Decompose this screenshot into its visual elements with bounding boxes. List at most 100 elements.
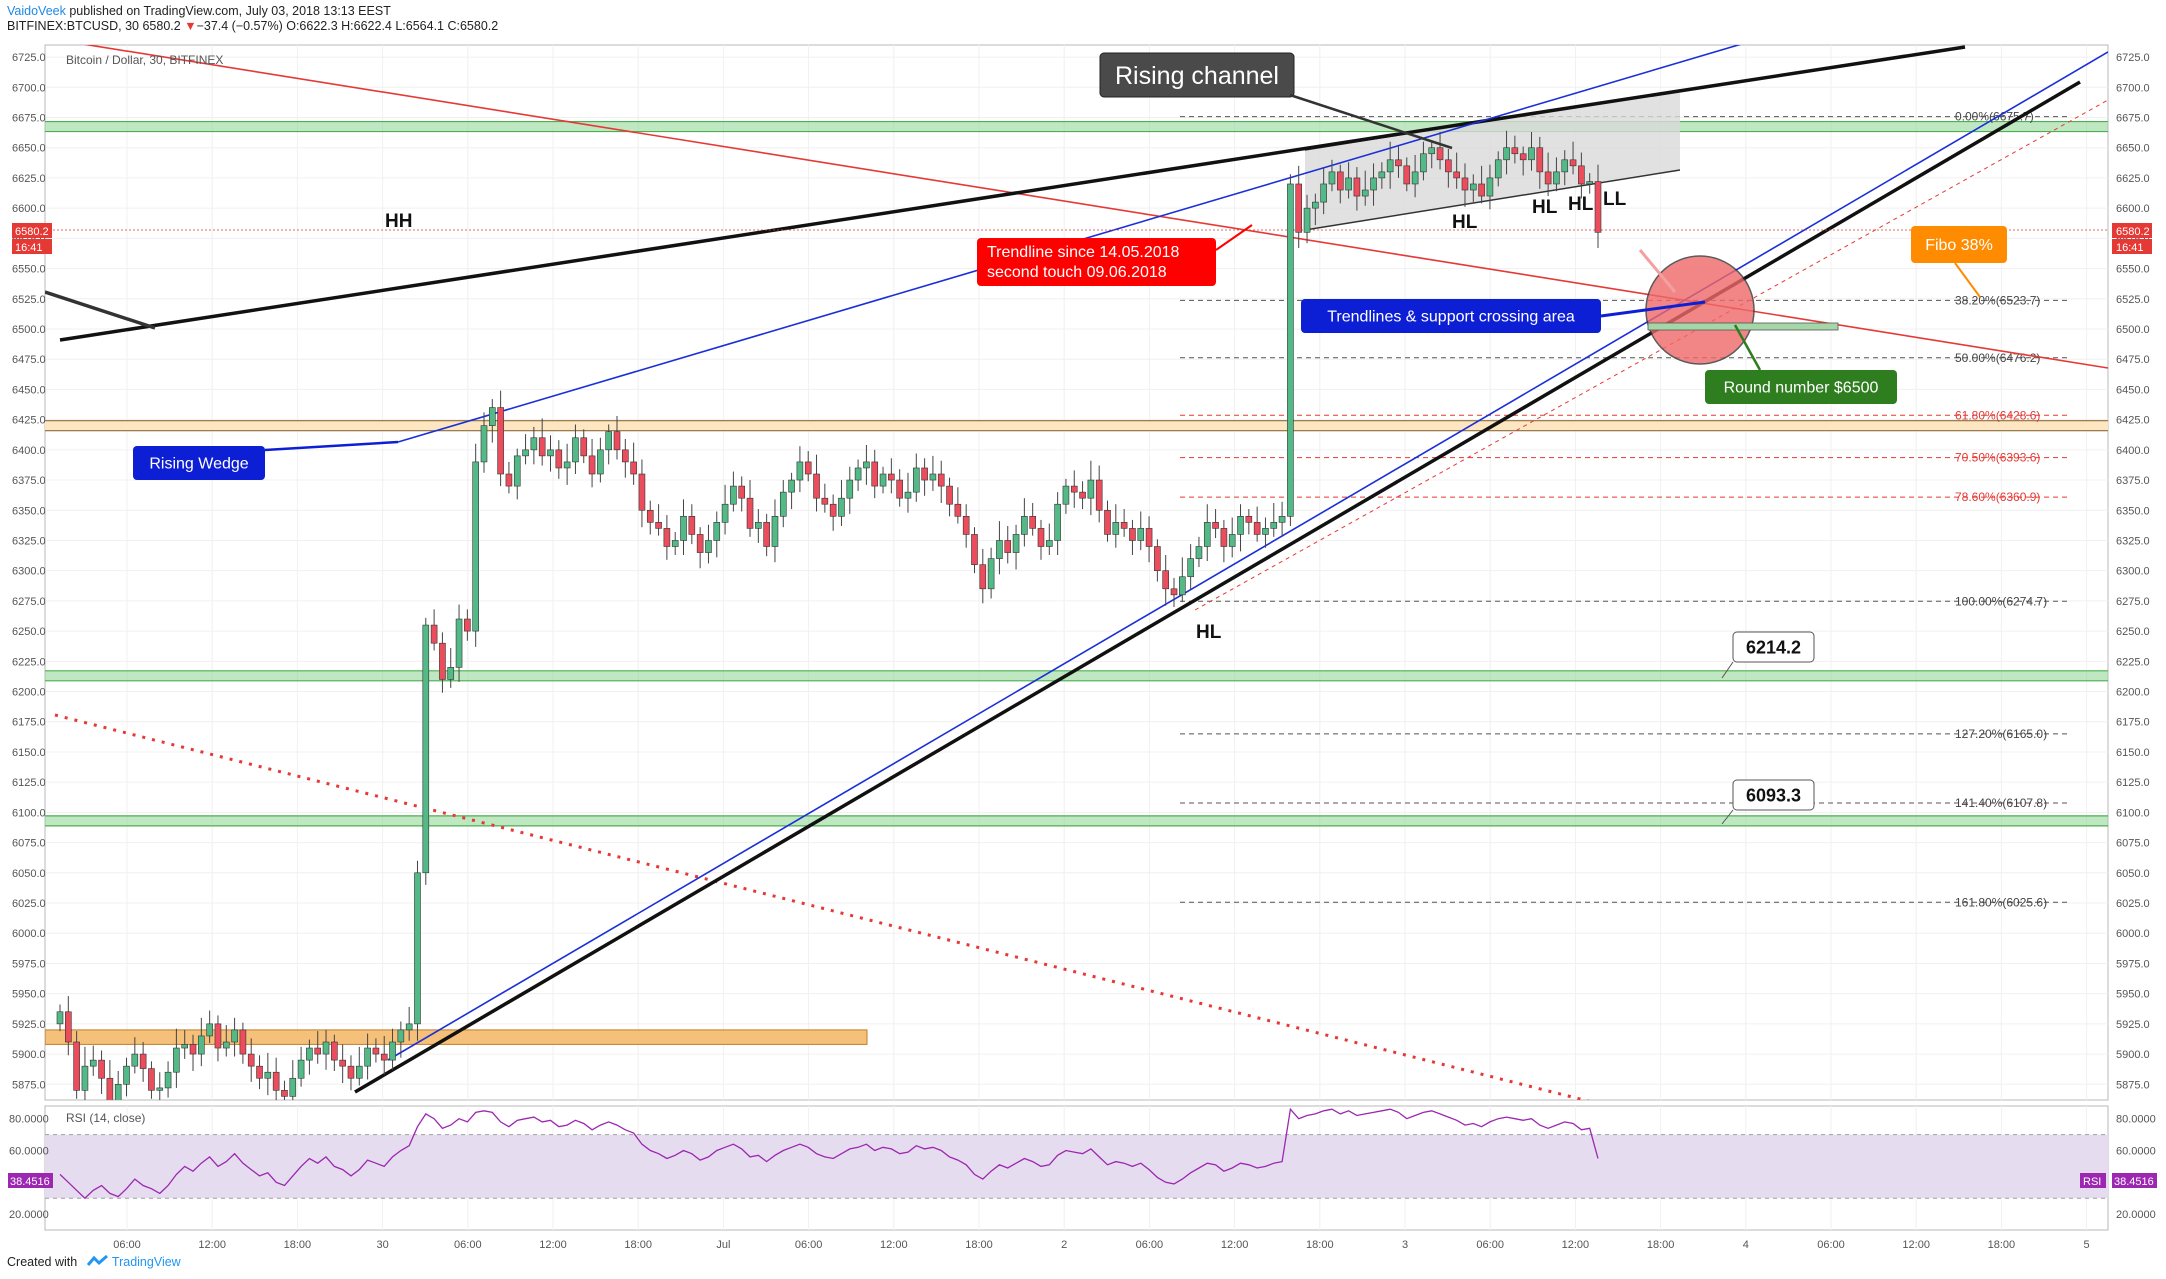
candle-body xyxy=(1420,153,1427,173)
main-pane[interactable] xyxy=(44,44,2109,1101)
crossing-area-callout-box[interactable] xyxy=(1301,299,1601,333)
candle-body xyxy=(987,558,995,590)
candle-body xyxy=(530,437,538,451)
crossing-area-callout-text: Trendlines & support crossing area xyxy=(1327,309,1575,326)
candle-body xyxy=(1511,147,1519,155)
candle-body xyxy=(671,540,679,547)
price-tick-left: 5950.0 xyxy=(12,989,46,1001)
black-support-line[interactable] xyxy=(354,80,2081,1094)
black-resistance-line[interactable] xyxy=(59,45,1966,342)
tradingview-link[interactable]: TradingView xyxy=(111,1255,181,1269)
time-tick: 06:00 xyxy=(113,1239,141,1251)
time-tick: 18:00 xyxy=(965,1239,993,1251)
candle-body xyxy=(929,473,937,481)
price-tick-left: 5975.0 xyxy=(12,958,46,970)
rising-channel-callout-text: Rising channel xyxy=(1115,62,1279,90)
candle-body xyxy=(1046,540,1053,547)
price-axis[interactable]: 6725.0 6725.0 6700.0 6700.0 6675.0 6675.0 6650… xyxy=(12,52,2152,1251)
round-number-callout-box[interactable] xyxy=(1705,370,1897,404)
candle-body xyxy=(638,473,646,511)
black-short-line[interactable] xyxy=(45,290,156,330)
blue-support-line[interactable] xyxy=(387,51,2108,1061)
level-6214-callout-box[interactable] xyxy=(1732,631,1815,663)
red-trendline[interactable] xyxy=(45,38,2108,369)
candle-body xyxy=(331,1041,338,1061)
candle-body xyxy=(1079,491,1086,499)
candle-body xyxy=(605,431,612,451)
candle-body xyxy=(1270,522,1278,529)
price-tick-right: 6525.0 xyxy=(2116,294,2150,306)
fib-level-label: 38.20%(6523.7) xyxy=(1955,293,2040,307)
candle-body xyxy=(821,497,829,505)
time-tick: 5 xyxy=(2084,1239,2090,1251)
candle-body xyxy=(1361,189,1369,197)
candle-body xyxy=(555,449,563,469)
resistance-zone xyxy=(45,420,2108,431)
candle-body xyxy=(173,1047,180,1073)
trendline-callout-line1: Trendline since 14.05.2018 xyxy=(987,244,1180,261)
price-tick-right: 6200.0 xyxy=(2116,687,2150,699)
trendlines[interactable] xyxy=(45,38,2108,1104)
candle-body xyxy=(222,1041,230,1049)
candle-body xyxy=(389,1041,396,1061)
level-6093-callout-box[interactable] xyxy=(1732,779,1815,811)
trendline-callout-pointer xyxy=(1215,224,1253,251)
price-tick-left: 6025.0 xyxy=(12,898,46,910)
price-tick-right: 6475.0 xyxy=(2116,354,2150,366)
candle-body xyxy=(1012,534,1020,553)
price-tick-left: 6425.0 xyxy=(12,415,46,427)
candle-body xyxy=(1245,516,1253,523)
candle-body xyxy=(422,624,430,874)
candle-body xyxy=(256,1065,263,1079)
candle-body xyxy=(630,461,637,475)
price-tick-right: 5875.0 xyxy=(2116,1079,2150,1091)
candle-body xyxy=(1486,177,1494,197)
annotations[interactable]: Rising channel Trendline since 14.05.2018… xyxy=(133,52,2007,825)
candle-body xyxy=(1594,181,1602,233)
fib-level-label: 141.40%(6107.8) xyxy=(1955,796,2047,810)
price-tick-left: 6075.0 xyxy=(12,838,46,850)
price-tick-right: 6150.0 xyxy=(2116,747,2150,759)
candle-body xyxy=(464,618,471,632)
price-tick-right: 6425.0 xyxy=(2116,415,2150,427)
time-tick: 18:00 xyxy=(1988,1239,2016,1251)
crossing-area-circle[interactable] xyxy=(1645,255,1755,365)
candle-body xyxy=(921,467,928,481)
candle-body xyxy=(181,1044,189,1049)
channel-lower-line[interactable] xyxy=(1304,169,1681,231)
last-price-tag-box xyxy=(2112,223,2152,238)
candle-body xyxy=(114,1083,122,1100)
price-tick-right: 6600.0 xyxy=(2116,203,2150,215)
candle-body xyxy=(56,1011,64,1025)
price-tick-left: 6625.0 xyxy=(12,173,46,185)
candle-body xyxy=(1295,183,1303,233)
last-price: 6580.2 xyxy=(142,19,181,33)
candle-body xyxy=(597,449,604,475)
candle-body xyxy=(397,1029,405,1043)
candle-body xyxy=(314,1047,322,1055)
last-price-tag-left-box xyxy=(12,223,52,238)
candle-body xyxy=(131,1053,139,1067)
candle-body xyxy=(1212,522,1219,529)
author-link[interactable]: VaidoVeek xyxy=(7,4,66,18)
time-tick: 18:00 xyxy=(1306,1239,1334,1251)
candle-body xyxy=(863,461,870,469)
fibo38-callout-box[interactable] xyxy=(1911,226,2007,263)
price-tick-left: 6475.0 xyxy=(12,354,46,366)
rising-wedge-callout-box[interactable] xyxy=(133,446,265,480)
crossing-area-pointer xyxy=(1600,300,1706,318)
price-tick-left: 6150.0 xyxy=(12,747,46,759)
fib-trend-dashed[interactable] xyxy=(1194,99,2108,611)
fibo38-pointer xyxy=(1954,262,1981,298)
candle-body xyxy=(937,473,945,487)
candle-body xyxy=(73,1041,80,1091)
rising-wedge-pointer xyxy=(264,440,399,452)
rising-channel-callout-box[interactable] xyxy=(1099,52,1295,98)
trendline-callout-box[interactable] xyxy=(977,238,1216,286)
tradingview-logo-icon xyxy=(86,1254,108,1266)
candle-body xyxy=(912,467,920,493)
candle-body xyxy=(763,522,770,547)
candle-body xyxy=(1303,207,1311,233)
price-tick-right: 6400.0 xyxy=(2116,445,2150,457)
